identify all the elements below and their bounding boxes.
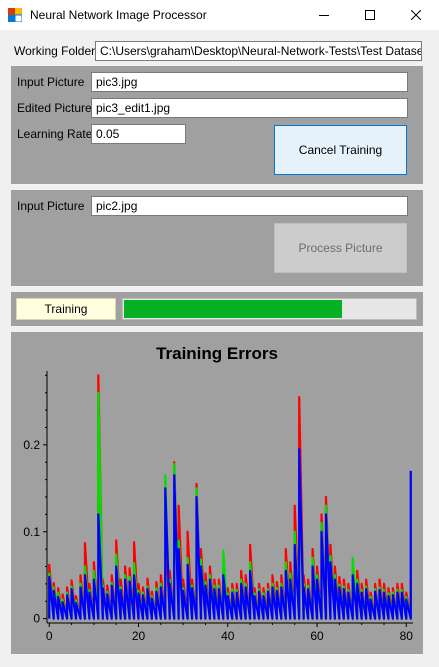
- working-folder-label: Working Folder: [14, 44, 96, 58]
- close-icon: [411, 10, 421, 20]
- series-blue-line: [48, 448, 412, 620]
- input-picture-label: Input Picture: [17, 75, 85, 89]
- maximize-icon: [365, 10, 375, 20]
- input-picture-input[interactable]: pic3.jpg: [91, 72, 408, 92]
- x-tick-label: 20: [132, 629, 146, 643]
- cancel-training-button[interactable]: Cancel Training: [274, 125, 407, 175]
- status-label: Training: [16, 298, 116, 320]
- minimize-icon: [319, 15, 329, 16]
- x-tick-label: 60: [310, 629, 324, 643]
- app-icon: [8, 8, 22, 22]
- y-tick-label: 0: [33, 612, 40, 626]
- process-picture-button[interactable]: Process Picture: [274, 223, 407, 273]
- learning-rate-input[interactable]: 0.05: [91, 124, 186, 144]
- process-panel: Input Picture pic2.jpg Process Picture: [11, 190, 423, 286]
- window-title: Neural Network Image Processor: [30, 8, 207, 22]
- learning-rate-label: Learning Rate: [17, 127, 93, 141]
- status-panel: Training: [11, 292, 423, 326]
- process-input-picture-input[interactable]: pic2.jpg: [91, 196, 408, 216]
- minimize-button[interactable]: [301, 0, 347, 30]
- chart-title: Training Errors: [156, 344, 278, 363]
- x-tick-label: 80: [400, 629, 414, 643]
- edited-picture-input[interactable]: pic3_edit1.jpg: [91, 98, 408, 118]
- x-tick-label: 40: [221, 629, 235, 643]
- training-panel: Input Picture pic3.jpg Edited Picture pi…: [11, 66, 423, 184]
- working-folder-input[interactable]: C:\Users\graham\Desktop\Neural-Network-T…: [95, 41, 422, 61]
- y-tick-label: 0.2: [23, 438, 40, 452]
- edited-picture-label: Edited Picture: [17, 101, 92, 115]
- progress-fill: [124, 300, 342, 318]
- title-bar: Neural Network Image Processor: [0, 0, 439, 30]
- maximize-button[interactable]: [347, 0, 393, 30]
- x-tick-label: 0: [46, 629, 53, 643]
- close-button[interactable]: [393, 0, 439, 30]
- training-progress-bar: [122, 298, 417, 320]
- y-tick-label: 0.1: [23, 525, 40, 539]
- process-input-picture-label: Input Picture: [17, 199, 85, 213]
